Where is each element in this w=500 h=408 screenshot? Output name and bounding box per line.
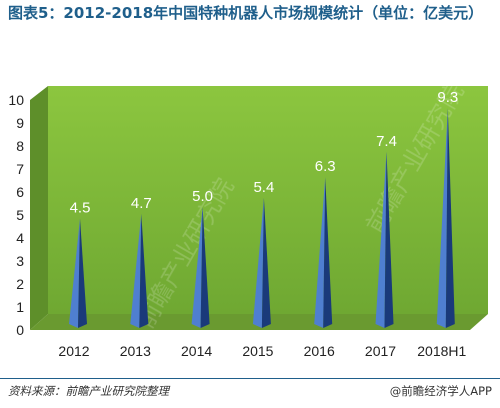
y-tick-label: 1 (16, 299, 24, 315)
chart-side-wall (30, 86, 48, 330)
bar-face-dark (78, 218, 87, 328)
bar (314, 177, 333, 328)
x-tick-label: 2017 (365, 343, 396, 359)
bar-face-light (314, 177, 326, 328)
data-label: 7.4 (376, 133, 397, 150)
x-tick-label: 2016 (304, 343, 335, 359)
x-tick-label: 2013 (120, 343, 151, 359)
brand-credit: @前瞻经济学人APP (389, 384, 492, 398)
y-tick-label: 7 (16, 161, 24, 177)
data-label: 6.3 (315, 158, 336, 175)
x-tick-label: 2015 (242, 343, 273, 359)
bar (191, 207, 210, 328)
bar-face-dark (261, 197, 271, 328)
bar-face-light (69, 218, 80, 328)
chart-title: 图表5：2012-2018年中国特种机器人市场规模统计（单位：亿美元） (8, 4, 484, 22)
bar-face-dark (445, 108, 455, 328)
bar-face-dark (384, 151, 394, 328)
bar-face-light (436, 108, 448, 328)
x-tick-label: 2018H1 (417, 343, 466, 359)
x-tick-label: 2012 (58, 343, 89, 359)
bar-face-light (375, 151, 387, 328)
data-label: 5.4 (253, 179, 274, 196)
y-tick-label: 8 (16, 138, 24, 154)
y-axis: 0 1 2 3 4 5 6 7 8 9 10 (8, 92, 24, 338)
x-axis: 2012 2013 2014 2015 2016 2017 2018H1 (58, 343, 466, 359)
bar-face-dark (323, 177, 333, 328)
y-tick-label: 4 (16, 230, 24, 246)
source-note: 资料来源：前瞻产业研究院整理 (8, 384, 169, 398)
bar (69, 218, 87, 328)
bar-face-light (252, 197, 264, 328)
data-label: 4.5 (70, 200, 91, 217)
data-label: 5.0 (192, 188, 213, 205)
bar (436, 108, 455, 328)
y-tick-label: 6 (16, 184, 24, 200)
bar (252, 197, 271, 328)
bar-face-light (130, 213, 142, 328)
y-tick-label: 9 (16, 115, 24, 131)
x-tick-label: 2014 (181, 343, 212, 359)
y-tick-label: 5 (16, 207, 24, 223)
bar-face-light (191, 207, 203, 328)
footer-divider (0, 378, 500, 379)
bar (130, 213, 149, 328)
y-tick-label: 10 (8, 92, 24, 108)
data-label: 9.3 (437, 89, 458, 106)
y-tick-label: 2 (16, 276, 24, 292)
chart-back-wall (48, 86, 488, 314)
bar-series: 4.5 4.7 5.0 5.4 6.3 7.4 9.3 (69, 89, 458, 328)
y-tick-label: 3 (16, 253, 24, 269)
data-label: 4.7 (131, 195, 152, 212)
bar (375, 151, 394, 328)
y-tick-label: 0 (16, 322, 24, 338)
bar-face-dark (200, 207, 210, 328)
bar-face-dark (139, 213, 149, 328)
